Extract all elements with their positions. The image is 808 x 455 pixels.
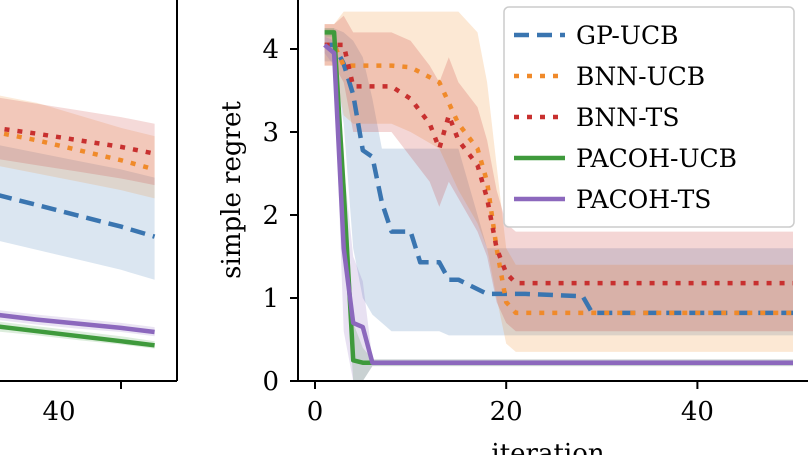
right-x-ticks: 0 20 40 [307,381,714,427]
y-tick-label: 1 [262,284,279,314]
band-bnn-ucb [324,11,793,352]
y-axis-title: simple regret [217,101,247,279]
left-series-line-bnn-ts [0,126,156,156]
left-series-line-pacoh-ts [0,312,155,335]
legend-label-bnn-ucb: BNN-UCB [576,62,705,91]
y-tick-label: 2 [262,201,279,231]
series-line-bnn-ts [324,42,793,286]
right-bands [324,11,793,381]
legend: GP-UCB BNN-UCB BNN-TS PACOH-UCB PACOH-TS [503,6,795,228]
series-line-pacoh-ts [323,43,793,365]
y-tick-label: 0 [262,367,279,397]
series-line-gp-ucb [324,42,793,316]
legend-label-pacoh-ucb: PACOH-UCB [576,144,737,173]
x-axis-title: iteration [491,439,604,455]
right-lines [323,30,793,365]
left-band-bnn-ts [0,97,155,186]
left-band-gp-ucb [0,145,155,280]
left-band-bnn-ucb [0,95,155,199]
right-y-ticks: 0 1 2 3 4 [262,35,298,397]
x-tick-label: 20 [490,397,523,427]
left-panel: 40 [0,0,178,427]
legend-label-bnn-ts: BNN-TS [576,103,679,132]
band-gp-ucb [324,28,793,336]
band-bnn-ts [324,15,793,332]
right-panel: 0 20 40 0 1 2 3 4 simple regret iteration [217,0,808,455]
legend-label-gp-ucb: GP-UCB [576,21,678,50]
left-series-line-bnn-ucb [0,130,156,172]
y-tick-label: 3 [262,118,279,148]
y-tick-label: 4 [262,35,279,65]
left-series-line-pacoh-ucb [0,324,155,348]
left-x-tick-label: 40 [42,397,75,427]
x-tick-label: 0 [307,397,324,427]
x-tick-label: 40 [681,397,714,427]
legend-frame [503,6,795,228]
legend-label-pacoh-ts: PACOH-TS [576,185,711,214]
left-lines [0,126,156,348]
left-x-ticks: 40 [42,381,122,427]
